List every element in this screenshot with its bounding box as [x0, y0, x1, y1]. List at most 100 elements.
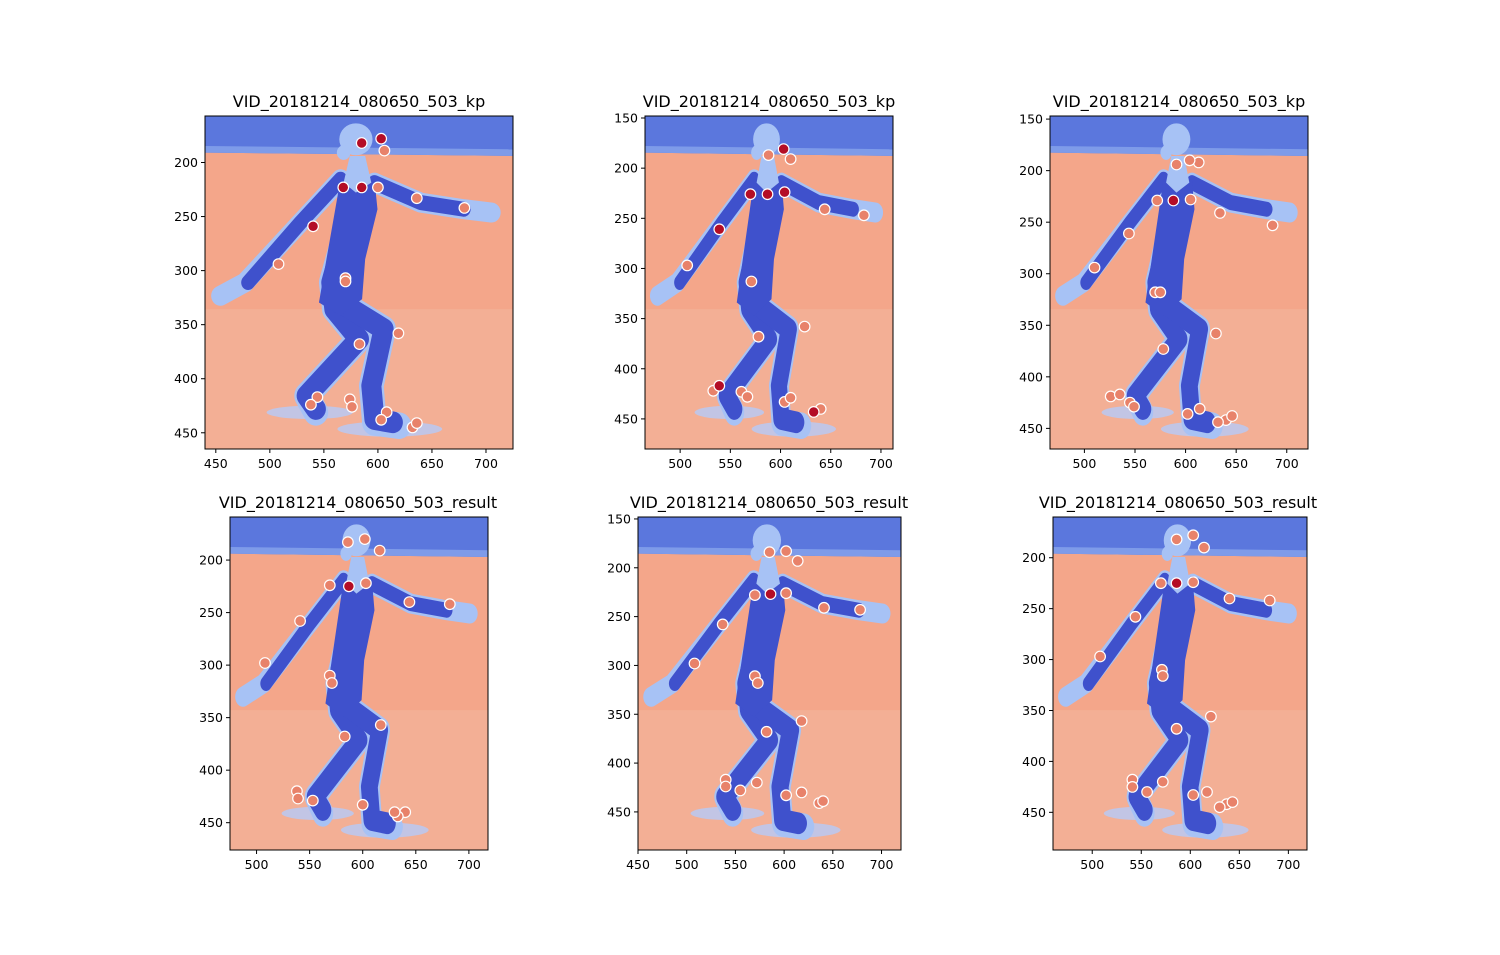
keypoint-point — [1263, 594, 1276, 607]
keypoint-point — [1170, 722, 1183, 735]
y-axis: 150 200 250 300 350 400 450 — [607, 511, 638, 819]
keypoint-point — [780, 545, 793, 558]
keypoint-point — [1154, 577, 1167, 590]
panel-5: VID_20181214_080650_503_result 450 500 550… — [607, 493, 908, 872]
keypoint-point — [272, 258, 285, 271]
keypoint-point-highlight — [355, 181, 368, 194]
keypoint-point — [341, 536, 354, 549]
y-tick-label: 200 — [607, 560, 631, 575]
keypoint-point — [1156, 775, 1169, 788]
panel-title: VID_20181214_080650_503_kp — [1053, 92, 1305, 112]
y-tick-label: 200 — [1022, 550, 1046, 565]
keypoint-point — [373, 544, 386, 557]
keypoint-point — [791, 555, 804, 567]
keypoint-point — [817, 795, 830, 808]
keypoint-point — [716, 618, 729, 631]
y-tick-label: 200 — [174, 155, 198, 170]
keypoint-point — [306, 794, 319, 807]
keypoint-point-highlight — [337, 181, 350, 194]
y-tick-label: 300 — [199, 658, 223, 673]
keypoint-point — [410, 192, 423, 205]
keypoint-point-highlight — [1167, 194, 1180, 207]
keypoint-point-highlight — [807, 406, 820, 418]
x-tick-label: 650 — [420, 456, 444, 471]
x-axis: 450 500 550 600 650 700 — [204, 449, 498, 471]
keypoint-point — [734, 784, 747, 797]
keypoint-point — [763, 546, 776, 559]
keypoint-point — [818, 203, 831, 216]
y-tick-label: 400 — [614, 361, 638, 376]
keypoint-point — [1223, 592, 1236, 605]
keypoint-point — [1122, 227, 1135, 240]
panel-title: VID_20181214_080650_503_result — [219, 493, 497, 513]
y-tick-label: 450 — [1019, 421, 1043, 436]
keypoint-point — [750, 776, 763, 789]
keypoint-point — [443, 598, 456, 611]
keypoint-point — [1141, 786, 1153, 798]
y-tick-label: 450 — [1022, 805, 1046, 820]
keypoint-point — [356, 798, 369, 811]
keypoint-point — [346, 400, 358, 413]
keypoint-point-highlight — [761, 188, 774, 201]
keypoint-point — [784, 391, 797, 404]
y-tick-label: 400 — [607, 756, 631, 771]
y-tick-label: 250 — [1022, 601, 1046, 616]
panel-1: VID_20181214_080650_503_kp 450 500 550 600 6… — [174, 92, 514, 471]
keypoint-point — [1183, 154, 1196, 167]
image-background — [1053, 517, 1307, 850]
keypoint-point — [818, 601, 830, 614]
y-tick-label: 450 — [199, 815, 223, 830]
y-tick-label: 250 — [1019, 215, 1043, 230]
y-tick-label: 200 — [199, 553, 223, 568]
y-tick-label: 350 — [174, 317, 198, 332]
y-tick-label: 300 — [1022, 652, 1046, 667]
keypoints — [688, 545, 867, 810]
y-tick-label: 250 — [174, 209, 198, 224]
panel-title: VID_20181214_080650_503_kp — [643, 92, 895, 112]
y-tick-label: 250 — [607, 609, 631, 624]
y-tick-label: 150 — [607, 511, 631, 526]
keypoint-point — [292, 792, 304, 805]
keypoint-point — [1266, 219, 1279, 232]
x-tick-label: 700 — [474, 456, 498, 471]
keypoints — [681, 143, 870, 418]
keypoint-point — [745, 275, 758, 288]
keypoint-point — [751, 677, 764, 689]
keypoint-point — [1212, 416, 1224, 429]
keypoint-point-highlight — [777, 143, 790, 155]
keypoint-point — [1181, 408, 1194, 420]
keypoint-point — [403, 596, 416, 608]
y-tick-label: 300 — [174, 263, 198, 278]
y-tick-label: 450 — [607, 804, 631, 819]
keypoint-point — [1154, 286, 1167, 299]
keypoint-point-highlight — [342, 580, 355, 593]
x-tick-label: 550 — [723, 857, 747, 872]
keypoint-point — [780, 587, 793, 600]
x-axis: 500 550 600 650 700 — [668, 449, 893, 471]
keypoint-point — [1128, 400, 1140, 413]
image-background — [645, 116, 893, 449]
x-tick-label: 450 — [204, 456, 228, 471]
x-tick-label: 550 — [1123, 456, 1147, 471]
keypoint-point — [375, 413, 388, 426]
keypoint-point — [857, 209, 870, 222]
panel-4: VID_20181214_080650_503_result 500 550 600… — [199, 493, 497, 872]
keypoint-point — [378, 144, 391, 157]
keypoint-point-highlight — [713, 379, 726, 392]
keypoints — [259, 533, 456, 823]
panel-title: VID_20181214_080650_503_result — [1039, 493, 1317, 513]
axes-frame — [1052, 516, 1308, 851]
y-tick-label: 400 — [1019, 369, 1043, 384]
y-axis: 150 200 250 300 350 400 450 — [614, 111, 645, 426]
y-tick-label: 350 — [1022, 703, 1046, 718]
x-axis: 500 550 600 650 700 — [1080, 850, 1300, 872]
keypoint-point — [795, 786, 808, 799]
keypoint-point-highlight — [764, 588, 777, 600]
axes-frame — [644, 115, 894, 450]
keypoints — [1088, 154, 1279, 429]
keypoint-point — [1187, 576, 1200, 589]
x-tick-label: 650 — [821, 857, 845, 872]
y-tick-label: 400 — [1022, 754, 1046, 769]
y-tick-label: 150 — [1019, 112, 1043, 127]
image-background — [230, 517, 488, 850]
